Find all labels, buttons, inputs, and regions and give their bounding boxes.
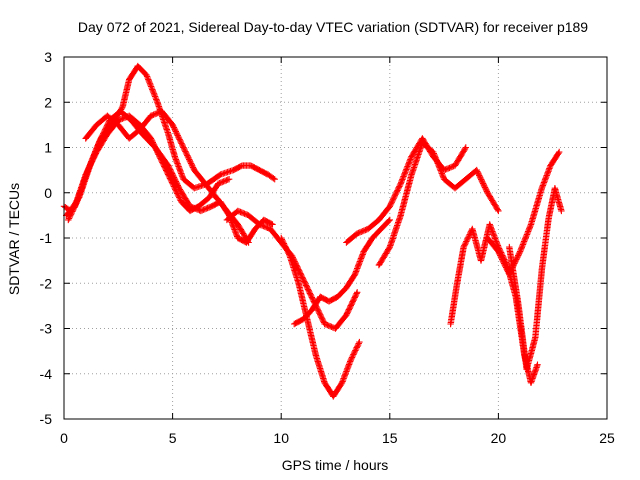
x-tick-label-5: 25 (599, 430, 615, 446)
series-track-12 (506, 185, 565, 373)
y-tick-label-2: -3 (40, 321, 53, 337)
x-tick-label-0: 0 (60, 430, 68, 446)
series-markers-1 (60, 62, 278, 215)
series-track-11 (484, 148, 563, 278)
y-tick-label-1: -4 (40, 366, 53, 382)
x-tick-label-1: 5 (169, 430, 177, 446)
x-tick-label-2: 10 (273, 430, 289, 446)
series-markers-6 (278, 234, 363, 400)
series-markers-11 (484, 148, 563, 278)
y-tick-label-6: 1 (44, 140, 52, 156)
tick-layer: 0 5 10 15 20 25 -5 -4 -3 -2 -1 0 1 2 3 (40, 49, 615, 446)
x-tick-label-3: 15 (382, 430, 398, 446)
y-tick-label-4: -1 (40, 230, 53, 246)
series-markers-4 (82, 108, 252, 246)
y-tick-label-3: -2 (40, 275, 53, 291)
series-track-7 (291, 216, 393, 328)
series-markers-5 (223, 207, 361, 332)
y-axis-label: SDTVAR / TECUs (6, 183, 22, 295)
series-markers-9 (375, 139, 502, 269)
series-track-6 (278, 234, 363, 400)
y-tick-label-8: 3 (44, 49, 52, 65)
series-track-4 (82, 108, 252, 246)
chart-title: Day 072 of 2021, Sidereal Day-to-day VTE… (78, 19, 588, 35)
series-markers-7 (291, 216, 393, 328)
x-tick-label-4: 20 (491, 430, 507, 446)
series-markers-12 (506, 185, 565, 373)
series-track-5 (223, 207, 361, 332)
series-track-9 (375, 139, 502, 269)
y-tick-label-5: 0 (44, 185, 52, 201)
x-axis-label: GPS time / hours (282, 457, 389, 473)
y-tick-label-0: -5 (40, 411, 53, 427)
series-track-1 (60, 62, 278, 215)
data-layer (60, 62, 565, 400)
y-tick-label-7: 2 (44, 94, 52, 110)
